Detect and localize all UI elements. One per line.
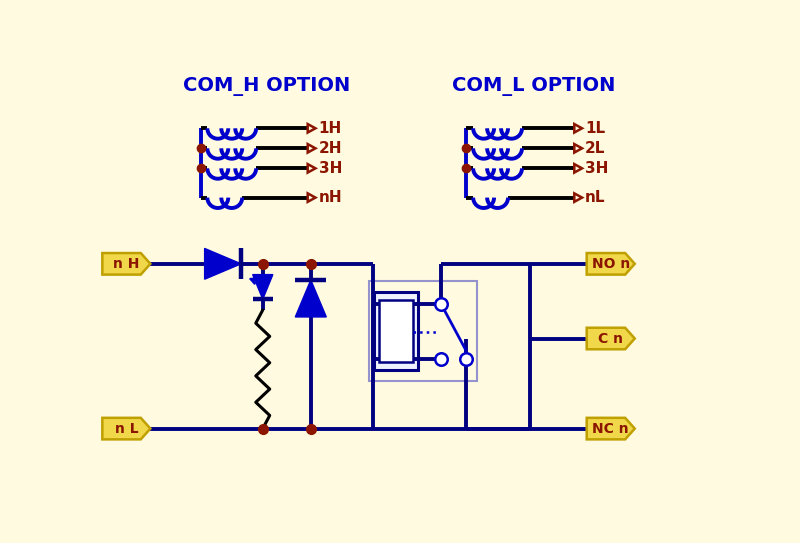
Text: NO n: NO n <box>591 257 630 271</box>
Polygon shape <box>586 253 634 275</box>
FancyBboxPatch shape <box>374 292 418 370</box>
Text: nH: nH <box>318 190 342 205</box>
Text: 3H: 3H <box>585 161 609 176</box>
Text: n H: n H <box>113 257 139 271</box>
Polygon shape <box>586 418 634 439</box>
Text: 3H: 3H <box>318 161 342 176</box>
Text: C n: C n <box>598 332 623 345</box>
Text: COM_H OPTION: COM_H OPTION <box>183 77 350 96</box>
Text: n L: n L <box>114 421 138 435</box>
Polygon shape <box>295 280 326 317</box>
Polygon shape <box>586 328 634 349</box>
Polygon shape <box>253 275 273 299</box>
Text: 1H: 1H <box>318 121 342 136</box>
Text: NC n: NC n <box>593 421 629 435</box>
Text: 2H: 2H <box>318 141 342 156</box>
Polygon shape <box>102 418 150 439</box>
Text: 1L: 1L <box>585 121 606 136</box>
FancyBboxPatch shape <box>379 300 413 362</box>
Polygon shape <box>205 248 241 279</box>
Text: 2L: 2L <box>585 141 606 156</box>
Text: COM_L OPTION: COM_L OPTION <box>452 77 616 96</box>
Text: nL: nL <box>585 190 606 205</box>
Polygon shape <box>102 253 150 275</box>
